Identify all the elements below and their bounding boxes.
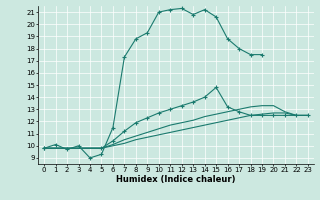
X-axis label: Humidex (Indice chaleur): Humidex (Indice chaleur) <box>116 175 236 184</box>
